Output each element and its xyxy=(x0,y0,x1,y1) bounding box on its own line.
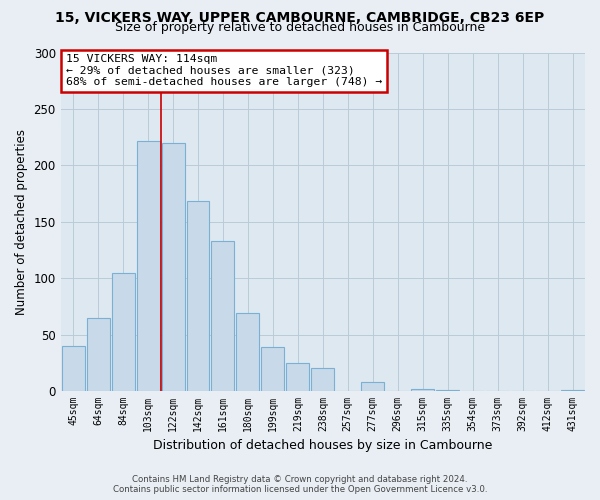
Bar xyxy=(236,313,259,391)
Bar xyxy=(436,390,459,391)
Bar xyxy=(187,202,209,391)
Text: Contains HM Land Registry data © Crown copyright and database right 2024.
Contai: Contains HM Land Registry data © Crown c… xyxy=(113,474,487,494)
Y-axis label: Number of detached properties: Number of detached properties xyxy=(15,129,28,315)
Bar xyxy=(62,346,85,391)
Bar xyxy=(262,347,284,391)
X-axis label: Distribution of detached houses by size in Cambourne: Distribution of detached houses by size … xyxy=(153,440,493,452)
Text: 15, VICKERS WAY, UPPER CAMBOURNE, CAMBRIDGE, CB23 6EP: 15, VICKERS WAY, UPPER CAMBOURNE, CAMBRI… xyxy=(55,11,545,25)
Bar xyxy=(411,389,434,391)
Bar xyxy=(161,143,185,391)
Bar xyxy=(137,140,160,391)
Bar xyxy=(112,272,134,391)
Bar xyxy=(361,382,384,391)
Bar xyxy=(86,318,110,391)
Text: Size of property relative to detached houses in Cambourne: Size of property relative to detached ho… xyxy=(115,22,485,35)
Text: 15 VICKERS WAY: 114sqm
← 29% of detached houses are smaller (323)
68% of semi-de: 15 VICKERS WAY: 114sqm ← 29% of detached… xyxy=(66,54,382,88)
Bar xyxy=(211,241,235,391)
Bar xyxy=(311,368,334,391)
Bar xyxy=(561,390,584,391)
Bar xyxy=(286,363,310,391)
